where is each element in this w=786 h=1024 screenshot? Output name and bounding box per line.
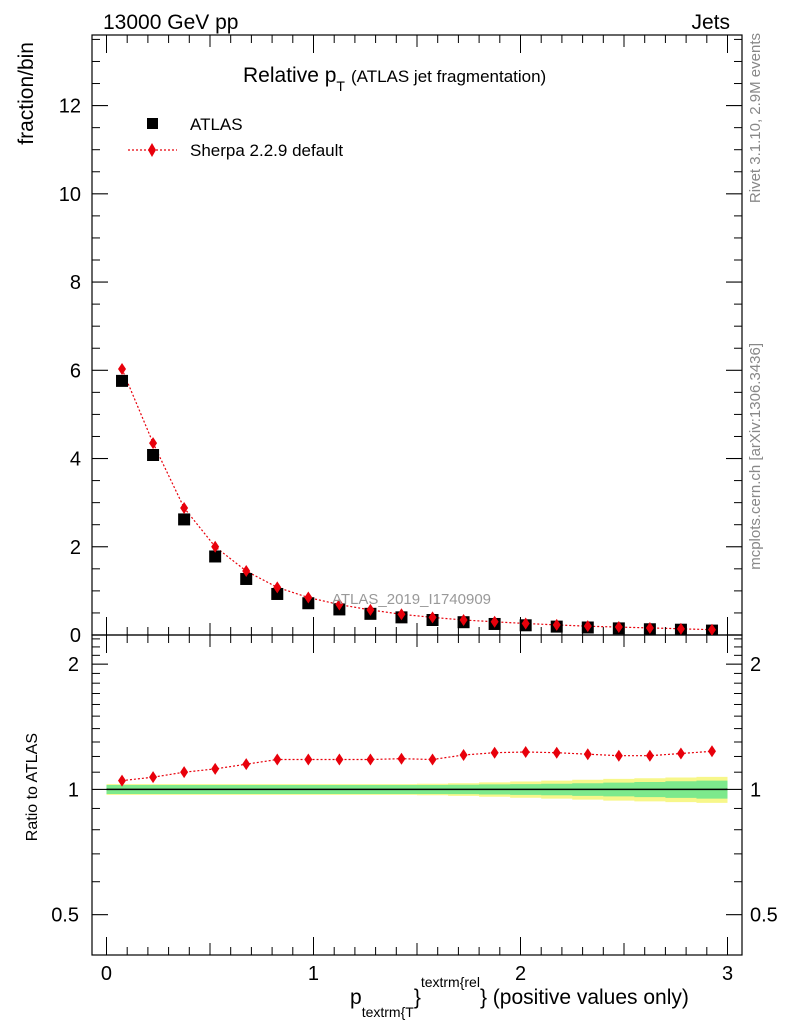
xtick-label: 3 xyxy=(722,963,733,985)
atlas-point xyxy=(178,513,191,526)
xtick-label: 0 xyxy=(101,963,112,985)
sherpa-point xyxy=(304,591,313,604)
ratio-point xyxy=(645,749,654,762)
ratio-point xyxy=(583,748,592,761)
ratio-ylabel: Ratio to ATLAS xyxy=(24,733,41,841)
ratio-point xyxy=(459,748,468,761)
ratio-plot-area xyxy=(106,745,728,803)
upper-ylabel: fraction/bin xyxy=(15,42,38,145)
ratio-ytick-label-left: 2 xyxy=(68,654,79,676)
sherpa-point xyxy=(335,598,344,611)
sherpa-point xyxy=(676,622,685,635)
ratio-point xyxy=(397,752,406,765)
ratio-point xyxy=(211,762,220,775)
ratio-point xyxy=(552,746,561,759)
ratio-point xyxy=(676,747,685,760)
ratio-point xyxy=(118,774,127,787)
plot-title-paren: (ATLAS jet fragmentation) xyxy=(351,67,546,86)
ratio-point xyxy=(273,753,282,766)
x-axis-label-tail: } (positive values only) xyxy=(480,986,689,1009)
x-axis-label-sub: textrm{T xyxy=(362,1004,415,1020)
ratio-ytick-label-right: 2 xyxy=(750,654,761,676)
xtick-label: 1 xyxy=(308,963,319,985)
ratio-point xyxy=(180,766,189,779)
sherpa-point xyxy=(552,618,561,631)
atlas-point xyxy=(271,587,284,600)
upper-ytick-label: 12 xyxy=(59,96,81,118)
sherpa-point xyxy=(242,565,251,578)
ratio-point xyxy=(490,746,499,759)
upper-ytick-label: 8 xyxy=(70,272,81,294)
ratio-point xyxy=(707,745,716,758)
sherpa-point xyxy=(707,623,716,635)
atlas-point xyxy=(116,374,129,387)
plot-title: Relative pT (ATLAS jet fragmentation) xyxy=(243,64,546,94)
ratio-point xyxy=(335,753,344,766)
x-axis-label: ptextrm{T}textrm{rel} (positive values o… xyxy=(350,974,689,1020)
legend: ATLAS Sherpa 2.2.9 default xyxy=(128,115,343,160)
legend-sherpa-marker xyxy=(148,143,156,157)
legend-sherpa-label: Sherpa 2.2.9 default xyxy=(190,141,343,160)
sherpa-point xyxy=(490,615,499,628)
sherpa-point xyxy=(211,540,220,553)
ratio-point xyxy=(614,749,623,762)
sherpa-point xyxy=(459,614,468,626)
xtick-label: 2 xyxy=(515,963,526,985)
process-label: Jets xyxy=(691,11,730,34)
source-label: mcplots.cern.ch [arXiv:1306.3436] xyxy=(747,343,764,570)
ratio-point xyxy=(428,753,437,766)
ratio-point xyxy=(304,753,313,766)
upper-ytick-label: 10 xyxy=(59,184,81,206)
ratio-point xyxy=(521,745,530,758)
ratio-point xyxy=(149,771,158,784)
sherpa-point xyxy=(614,621,623,634)
analysis-watermark: ATLAS_2019_I1740909 xyxy=(332,591,491,608)
ratio-ytick-label-left: 1 xyxy=(68,779,79,801)
sherpa-point xyxy=(428,611,437,624)
upper-ytick-label: 4 xyxy=(70,449,81,471)
sherpa-point xyxy=(149,437,158,450)
plot-title-sub: T xyxy=(336,78,345,94)
sherpa-point xyxy=(273,581,282,594)
sherpa-point xyxy=(397,608,406,621)
sherpa-point xyxy=(366,603,375,616)
atlas-point xyxy=(240,572,253,585)
upper-plot-area xyxy=(116,362,718,635)
sherpa-point xyxy=(521,617,530,630)
atlas-point xyxy=(147,449,160,461)
upper-ytick-label: 6 xyxy=(70,360,81,382)
upper-ytick-label: 2 xyxy=(70,537,81,559)
legend-atlas-marker xyxy=(147,118,158,129)
rivet-version-label: Rivet 3.1.10, 2.9M events xyxy=(747,33,764,203)
sherpa-point xyxy=(118,362,127,375)
ratio-ytick-label-right: 1 xyxy=(750,779,761,801)
x-axis-label-main: p xyxy=(350,986,362,1009)
sherpa-point xyxy=(583,620,592,633)
ratio-point xyxy=(366,753,375,766)
atlas-point xyxy=(209,550,222,563)
legend-atlas-label: ATLAS xyxy=(190,115,243,134)
ratio-ytick-label-left: 0.5 xyxy=(51,905,79,927)
x-axis-label-sup: textrm{rel xyxy=(421,974,480,990)
ratio-ytick-label-right: 0.5 xyxy=(750,905,778,927)
beam-label: 13000 GeV pp xyxy=(103,11,238,34)
ratio-line xyxy=(121,750,713,782)
sherpa-point xyxy=(180,501,189,514)
sherpa-point xyxy=(645,621,654,634)
plot-title-main: Relative p xyxy=(243,64,336,87)
x-axis-label-brace: } xyxy=(414,986,421,1009)
ratio-point xyxy=(242,758,251,771)
upper-ytick-label: 0 xyxy=(70,625,81,647)
